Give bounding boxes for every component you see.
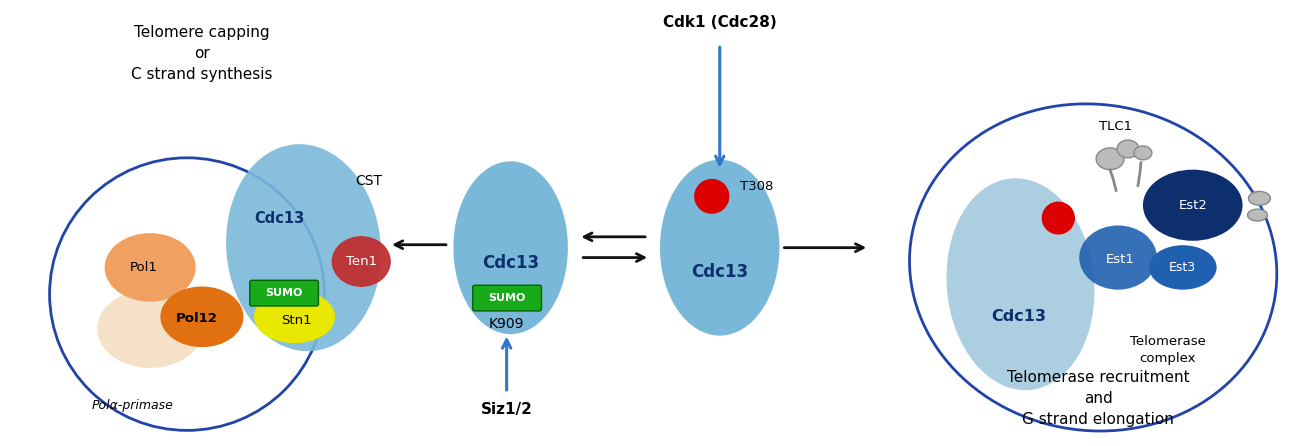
Ellipse shape [105,234,195,301]
Text: Telomere capping
or
C strand synthesis: Telomere capping or C strand synthesis [132,25,272,82]
Text: Cdk1 (Cdc28): Cdk1 (Cdc28) [663,16,776,30]
Circle shape [1042,202,1074,234]
FancyBboxPatch shape [472,285,541,311]
Text: T308: T308 [740,180,772,193]
Text: SUMO: SUMO [266,288,303,298]
Text: Ten1: Ten1 [346,255,376,268]
Ellipse shape [1134,146,1152,160]
Text: Cdc13: Cdc13 [254,211,305,226]
Ellipse shape [97,290,203,367]
Ellipse shape [454,161,569,334]
Ellipse shape [1149,245,1216,289]
Text: CST: CST [355,173,383,187]
Text: Cdc13: Cdc13 [991,310,1046,324]
Ellipse shape [1142,169,1242,241]
Ellipse shape [1096,148,1124,169]
Text: Est2: Est2 [1178,199,1207,212]
Ellipse shape [1117,140,1138,158]
Text: Telomerase recruitment
and
G strand elongation: Telomerase recruitment and G strand elon… [1007,371,1190,427]
Ellipse shape [946,178,1095,390]
Ellipse shape [226,144,380,351]
Ellipse shape [255,291,334,343]
Text: TLC1: TLC1 [1099,120,1133,133]
Text: Siz1/2: Siz1/2 [480,402,533,417]
Text: SUMO: SUMO [488,293,526,303]
Text: Telomerase
complex: Telomerase complex [1130,335,1205,365]
Ellipse shape [1079,226,1157,289]
Text: Pol1: Pol1 [130,261,158,274]
Ellipse shape [1248,209,1267,221]
Text: Est3: Est3 [1169,261,1196,274]
Text: Cdc13: Cdc13 [482,253,540,272]
Ellipse shape [333,237,390,286]
Ellipse shape [161,287,242,347]
Text: Est1: Est1 [1105,253,1134,266]
Text: Cdc13: Cdc13 [691,264,749,281]
Text: Stn1: Stn1 [282,314,312,327]
Text: Pol12: Pol12 [176,312,218,325]
Ellipse shape [1249,191,1270,205]
Circle shape [695,180,729,213]
Text: K909: K909 [488,317,524,331]
Ellipse shape [661,160,779,335]
FancyBboxPatch shape [250,280,318,306]
Text: Polα-primase: Polα-primase [91,399,174,412]
